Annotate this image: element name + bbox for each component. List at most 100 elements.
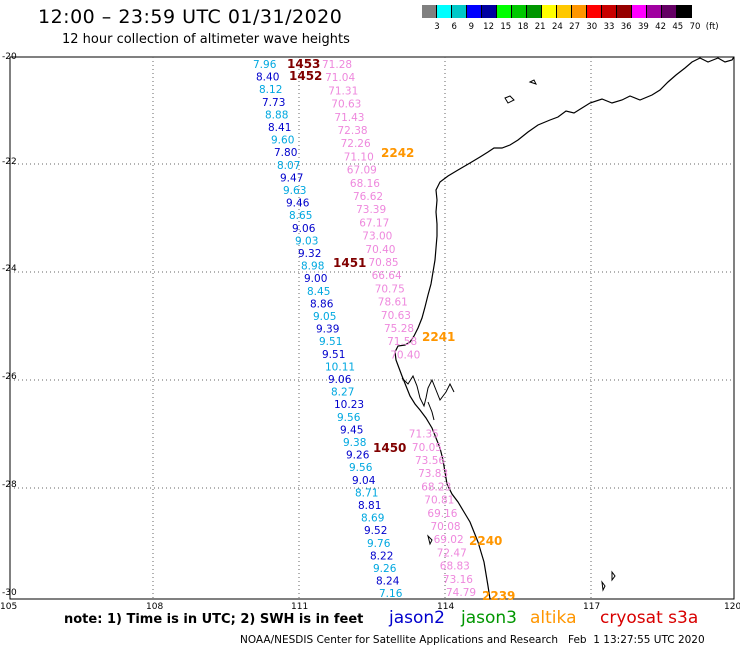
jason2-swh-value: 9.63	[283, 185, 306, 197]
lon-label: 108	[146, 602, 164, 612]
s3a-swh-value: 71.04	[325, 72, 355, 84]
jason2-swh-value: 8.45	[307, 286, 330, 298]
credit-line: NOAA/NESDIS Center for Satellite Applica…	[240, 634, 705, 646]
jason2-swh-value: 7.80	[274, 147, 297, 159]
legend-cryosat-s3a: cryosat s3a	[600, 608, 699, 628]
jason2-swh-value: 9.05	[313, 311, 336, 323]
color-scale-label: 12	[483, 22, 495, 32]
s3a-swh-value: 70.63	[331, 99, 361, 111]
jason2-swh-value: 9.03	[295, 235, 318, 247]
jason2-swh-value: 9.38	[343, 437, 366, 449]
jason2-swh-value: 9.56	[337, 412, 361, 424]
color-swatch	[602, 5, 617, 18]
s3a-swh-value: 68.83	[440, 561, 470, 573]
lat-label: -22	[2, 157, 17, 167]
s3a-track-labels: 71.2871.0471.3170.6371.4372.3872.2671.10…	[322, 59, 476, 599]
s3a-swh-value: 68.16	[350, 178, 380, 190]
jason2-swh-value: 9.00	[304, 273, 327, 285]
altika-pass-label: 2241	[422, 330, 455, 344]
lon-label: 114	[437, 602, 455, 612]
cryosat-pass-label: 1450	[373, 441, 406, 455]
lat-label: -26	[2, 372, 17, 382]
s3a-swh-value: 70.08	[431, 521, 461, 533]
lat-label: -24	[2, 264, 17, 274]
jason2-swh-value: 9.26	[346, 450, 370, 462]
s3a-swh-value: 69.16	[427, 508, 457, 520]
jason2-swh-value: 9.06	[328, 374, 352, 386]
jason2-swh-value: 8.69	[361, 513, 384, 525]
color-scale-label: 42	[655, 22, 667, 32]
jason2-swh-value: 8.27	[331, 387, 354, 399]
color-swatch	[617, 5, 632, 18]
jason2-swh-value: 9.51	[319, 336, 342, 348]
color-swatch	[497, 5, 512, 18]
s3a-swh-value: 78.61	[378, 297, 408, 309]
s3a-swh-value: 72.47	[437, 547, 467, 559]
color-scale-label: 33	[603, 22, 615, 32]
s3a-swh-value: 73.39	[356, 204, 386, 216]
s3a-swh-value: 70.40	[390, 349, 420, 361]
cryosat-pass-label: 1451	[333, 256, 366, 270]
s3a-swh-value: 70.40	[365, 244, 395, 256]
cryosat-pass-label: 1453	[287, 57, 320, 71]
s3a-swh-value: 73.00	[362, 231, 392, 243]
jason2-swh-value: 8.86	[310, 298, 334, 310]
map-subtitle: 12 hour collection of altimeter wave hei…	[62, 32, 350, 47]
jason2-swh-value: 9.56	[349, 462, 373, 474]
color-scale-label: 45	[672, 22, 684, 32]
island-north	[528, 79, 537, 85]
color-swatch	[527, 5, 542, 18]
jason2-swh-value: 9.39	[316, 324, 339, 336]
s3a-swh-value: 68.23	[421, 481, 451, 493]
jason2-swh-value: 7.96	[253, 59, 277, 71]
cryosat-pass-label: 1452	[289, 69, 322, 83]
jason2-swh-value: 8.07	[277, 160, 300, 172]
lat-label: -30	[2, 588, 17, 598]
jason2-swh-value: 8.40	[256, 72, 279, 84]
map-title: 12:00 – 23:59 UTC 01/31/2020	[38, 6, 343, 28]
s3a-swh-value: 73.83	[418, 468, 448, 480]
color-swatch	[572, 5, 587, 18]
s3a-swh-value: 71.31	[328, 85, 358, 97]
s3a-swh-value: 76.62	[353, 191, 383, 203]
lon-label: 117	[583, 602, 601, 612]
wave-height-color-scale	[422, 5, 692, 18]
island-south-1	[601, 580, 606, 592]
shark-bay-peninsula	[401, 374, 455, 421]
color-swatch	[437, 5, 452, 18]
island-barrow	[504, 95, 515, 104]
lon-label: 120	[724, 602, 740, 612]
color-swatch	[647, 5, 662, 18]
s3a-swh-value: 75.28	[384, 323, 414, 335]
s3a-swh-value: 70.75	[375, 283, 405, 295]
s3a-swh-value: 72.26	[341, 138, 371, 150]
legend-jason2: jason2	[389, 608, 445, 628]
color-scale-label: 27	[569, 22, 581, 32]
coastline	[394, 56, 735, 600]
jason2-swh-value: 9.26	[373, 563, 397, 575]
s3a-swh-value: 74.79	[446, 587, 476, 599]
altika-pass-label: 2239	[482, 589, 515, 603]
color-scale-label: 24	[551, 22, 563, 32]
jason2-swh-value: 9.45	[340, 424, 363, 436]
s3a-swh-value: 67.09	[347, 165, 377, 177]
color-swatch	[422, 5, 437, 18]
island-abrolhos	[427, 534, 433, 546]
s3a-swh-value: 71.58	[387, 336, 417, 348]
altika-pass-label: 2242	[381, 146, 414, 160]
lon-label: 111	[291, 602, 309, 612]
color-swatch	[452, 5, 467, 18]
s3a-swh-value: 71.10	[344, 151, 374, 163]
color-swatch	[587, 5, 602, 18]
jason2-swh-value: 9.06	[292, 223, 316, 235]
color-swatch	[482, 5, 497, 18]
jason2-swh-value: 10.23	[334, 399, 364, 411]
jason2-swh-value: 10.11	[325, 361, 355, 373]
color-scale-labels: 3 6 9 12 15 18 21 24 27 30 33 36 39 42 45 70 (ft)	[422, 22, 732, 36]
jason2-track-labels: 7.968.408.127.738.888.419.607.808.079.47…	[253, 59, 403, 600]
color-swatch	[542, 5, 557, 18]
lat-label: -20	[2, 52, 17, 62]
jason2-swh-value: 9.32	[298, 248, 321, 260]
